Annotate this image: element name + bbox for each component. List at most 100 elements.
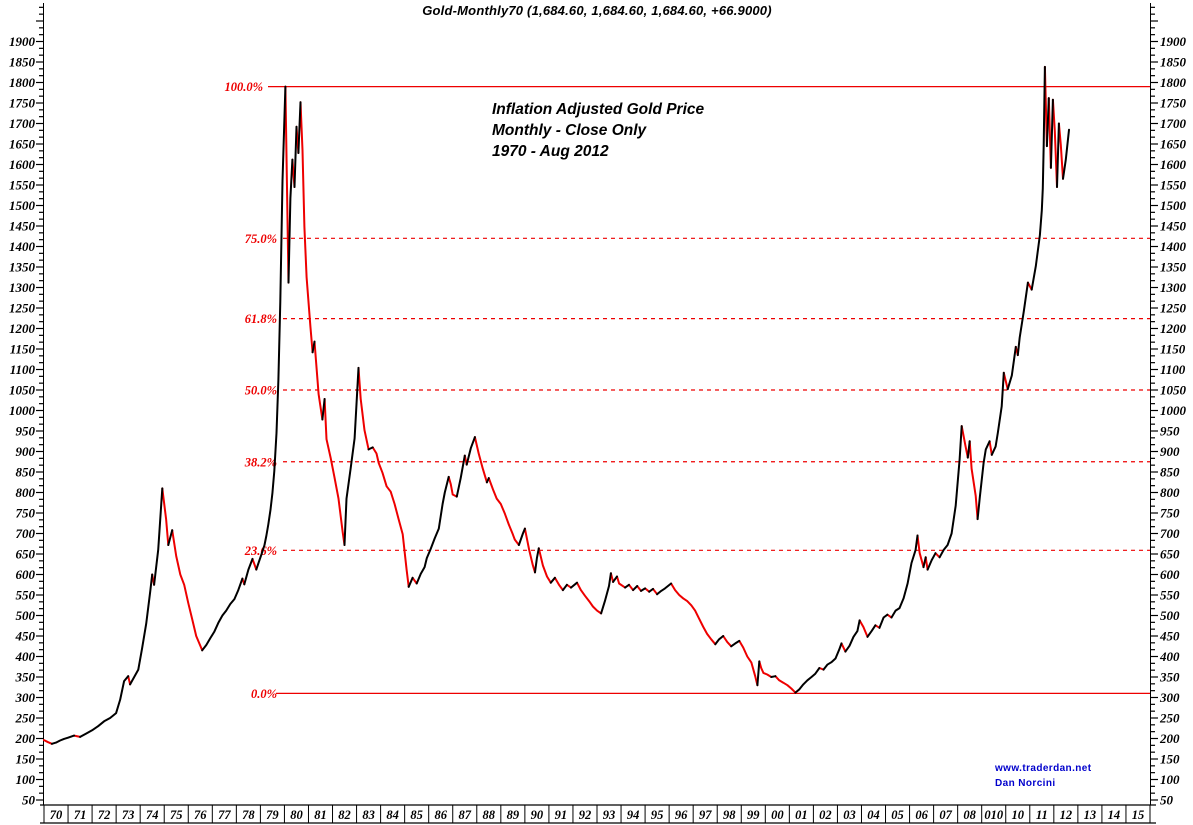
y-axis-label-left: 700 [16,526,36,541]
y-axis-label-right: 100 [1160,772,1180,787]
y-axis-label-right: 1800 [1160,75,1187,90]
fibonacci-retracement-lines: 100.0% 75.0% 61.8% 50.0% 38.2% 23.6% 0.0% [224,80,1150,701]
x-axis-year-label: 05 [891,808,904,822]
y-axis-label-right: 50 [1160,793,1174,808]
annotation-line-2: Monthly - Close Only [492,122,647,139]
y-axis-label-right: 1600 [1160,157,1187,172]
y-axis-label-right: 500 [1160,608,1180,623]
x-axis-year-label: 72 [98,808,111,822]
x-axis-year-label: 03 [843,808,856,822]
y-axis-label-right: 250 [1159,711,1180,726]
y-axis-label-left: 1450 [9,219,36,234]
watermark-site: www.traderdan.net [995,763,1092,774]
fib-label: 0.0% [251,687,277,701]
fib-label: 61.8% [245,312,277,326]
x-axis-year-label: 98 [723,808,736,822]
x-axis-year-label: 83 [362,808,375,822]
y-axis-label-right: 1250 [1160,301,1187,316]
fib-label: 100.0% [224,80,263,94]
y-axis-label-left: 1800 [9,75,36,90]
y-axis-label-left: 800 [16,485,36,500]
x-axis-year-label: 84 [386,808,399,822]
y-axis-label-left: 750 [16,506,36,521]
y-axis-label-left: 1350 [9,260,36,275]
y-axis-label-right: 900 [1160,444,1180,459]
y-axis-label-right: 150 [1160,752,1180,767]
x-axis-year-label: 79 [266,808,279,822]
x-axis-year-label: 10 [1012,808,1025,822]
chart-title: Gold-Monthly70 (1,684.60, 1,684.60, 1,68… [422,3,772,18]
y-axis-label-left: 400 [15,649,36,664]
y-axis-label-left: 1850 [9,55,36,70]
annotation-line-1: Inflation Adjusted Gold Price [492,101,705,118]
x-axis-year-label: 87 [459,808,472,822]
x-axis-year-label: 94 [627,808,640,822]
fib-label: 23.6% [244,544,277,558]
x-axis-year-label: 71 [74,808,87,822]
price-line [43,65,1070,745]
y-axis-label-right: 800 [1160,485,1180,500]
y-axis-label-right: 1700 [1160,116,1187,131]
y-axis-label-right: 1750 [1160,96,1187,111]
x-axis-year-label: 97 [699,808,712,822]
x-axis-year-label: 85 [410,808,423,822]
x-axis-year-label: 88 [483,808,496,822]
y-axis-label-left: 1650 [9,137,36,152]
y-axis-label-right: 300 [1159,690,1180,705]
price-line-down-segments [43,65,1064,745]
x-axis-year-label: 14 [1108,808,1121,822]
y-axis-label-left: 1300 [9,280,36,295]
y-axis-label-left: 150 [16,752,36,767]
fib-label: 50.0% [245,384,277,398]
y-axis-label-left: 1100 [10,362,36,377]
x-axis-year-label: 86 [434,808,447,822]
x-axis-year-label: 92 [579,808,592,822]
y-axis-label-right: 650 [1160,547,1180,562]
x-axis-year-label: 11 [1036,808,1048,822]
y-axis-label-right: 400 [1159,649,1180,664]
x-axis-year-label: 06 [915,808,928,822]
y-axis-label-left: 650 [16,547,36,562]
x-axis-year-label: 90 [531,808,544,822]
x-axis-year-label: 76 [194,808,207,822]
y-axis-label-left: 1600 [9,157,36,172]
y-axis-label-left: 550 [16,588,36,603]
x-axis-year-label: 93 [603,808,616,822]
y-axis-label-left: 200 [15,731,36,746]
fib-label: 75.0% [245,232,277,246]
y-axis-label-right: 950 [1160,424,1180,439]
x-axis-year-label: 12 [1060,808,1073,822]
x-axis-year-label: 91 [555,808,568,822]
x-axis-year-label: 010 [984,808,1004,822]
x-axis-year-label: 02 [819,808,832,822]
y-axis-label-right: 450 [1159,629,1180,644]
y-axis-label-left: 100 [16,772,36,787]
x-axis-year-label: 08 [963,808,976,822]
x-axis-year-label: 81 [314,808,327,822]
x-axis-year-label: 73 [122,808,135,822]
y-axis-label-left: 1200 [9,321,36,336]
y-axis-label-left: 500 [16,608,36,623]
x-axis-year-label: 07 [939,808,952,822]
y-axis-label-left: 350 [15,670,36,685]
y-axis-label-right: 1550 [1160,178,1187,193]
x-axis-year-label: 13 [1084,808,1097,822]
x-axis-year-label: 70 [50,808,63,822]
y-axis-label-left: 250 [15,711,36,726]
y-axis-label-right: 1400 [1160,239,1187,254]
y-axis-label-left: 600 [16,567,36,582]
y-axis-label-right: 550 [1160,588,1180,603]
y-axis-label-left: 1050 [9,383,36,398]
y-axis-label-right: 1500 [1160,198,1187,213]
y-axis-label-right: 1200 [1160,321,1187,336]
y-axis-label-right: 1150 [1160,342,1186,357]
y-axis-label-right: 200 [1159,731,1180,746]
y-axis-label-right: 1650 [1160,137,1187,152]
y-axis-label-left: 950 [16,424,36,439]
y-axis-label-right: 1100 [1160,362,1186,377]
y-axis-label-right: 700 [1160,526,1180,541]
watermark-author: Dan Norcini [995,778,1056,789]
